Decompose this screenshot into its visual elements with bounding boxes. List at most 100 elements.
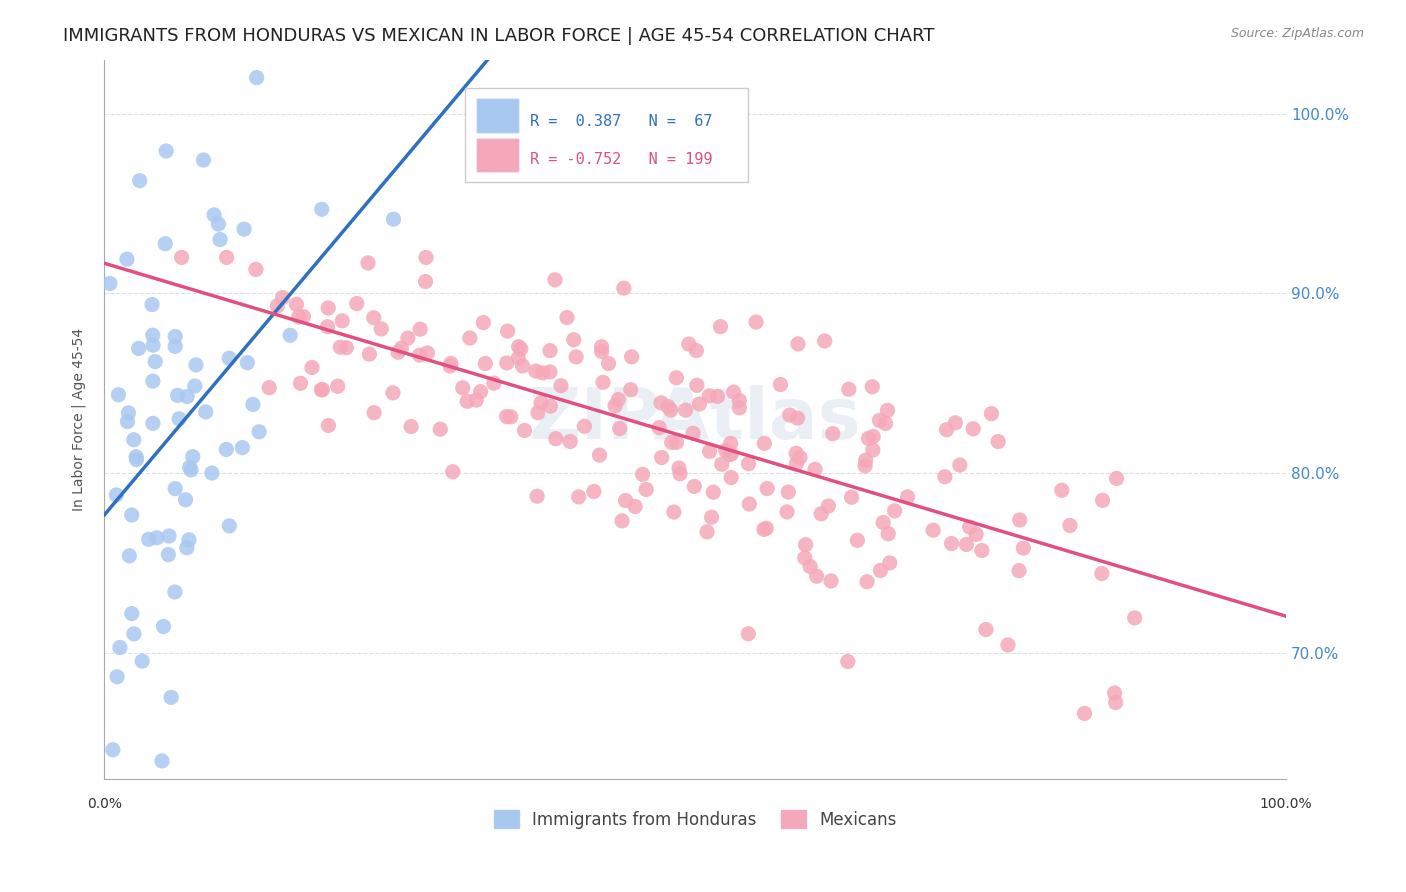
Point xyxy=(508,351,530,365)
Point xyxy=(346,296,368,310)
Point xyxy=(935,423,957,437)
Point xyxy=(472,316,495,330)
Point xyxy=(624,500,647,514)
Point xyxy=(997,638,1019,652)
Point xyxy=(591,340,613,354)
Point xyxy=(856,574,879,589)
Point xyxy=(160,690,183,705)
Point xyxy=(524,364,547,378)
Point xyxy=(613,281,636,295)
Point xyxy=(301,360,323,375)
Point xyxy=(544,273,567,287)
Point xyxy=(562,333,585,347)
Point xyxy=(872,516,894,530)
Text: R = -0.752   N = 199: R = -0.752 N = 199 xyxy=(530,152,713,167)
Point xyxy=(512,359,534,373)
Point xyxy=(458,331,481,345)
Point xyxy=(163,585,186,599)
Point xyxy=(382,385,405,400)
Point xyxy=(779,408,801,422)
Point xyxy=(201,466,224,480)
Point xyxy=(714,443,737,458)
Point xyxy=(720,447,742,461)
Point xyxy=(665,371,688,385)
Point xyxy=(451,381,474,395)
Point xyxy=(181,450,204,464)
Point xyxy=(876,403,898,417)
Point xyxy=(246,70,269,85)
Point xyxy=(363,310,385,325)
Point xyxy=(176,390,198,404)
Point xyxy=(965,527,987,541)
Point xyxy=(530,396,553,410)
Point xyxy=(527,406,550,420)
Point xyxy=(756,482,779,496)
Point xyxy=(565,350,588,364)
Point xyxy=(157,529,180,543)
Point xyxy=(636,483,658,497)
Point xyxy=(728,393,751,408)
Point xyxy=(582,484,605,499)
Point xyxy=(311,383,333,397)
Point xyxy=(838,382,860,396)
Point xyxy=(897,490,920,504)
Point xyxy=(122,433,145,447)
Point xyxy=(786,411,808,425)
Point xyxy=(382,212,405,227)
Point xyxy=(702,485,724,500)
Point xyxy=(513,424,536,438)
Point xyxy=(330,314,353,328)
Point xyxy=(215,442,238,457)
Point xyxy=(560,434,582,449)
Point xyxy=(697,389,720,403)
Text: R =  0.387   N =  67: R = 0.387 N = 67 xyxy=(530,113,713,128)
Point xyxy=(363,406,385,420)
Point xyxy=(710,457,733,471)
Text: ZIPAtlas: ZIPAtlas xyxy=(529,384,862,454)
Point xyxy=(810,507,832,521)
Point xyxy=(683,479,706,493)
Point xyxy=(550,378,572,392)
Point xyxy=(143,354,166,368)
Point xyxy=(682,426,704,441)
Point xyxy=(499,409,522,424)
Point xyxy=(853,458,876,473)
Point xyxy=(858,432,880,446)
Point xyxy=(785,457,807,471)
Point xyxy=(387,345,409,359)
FancyBboxPatch shape xyxy=(477,139,517,171)
Point xyxy=(439,359,461,373)
Point xyxy=(288,310,311,324)
Point xyxy=(1050,483,1073,498)
Point xyxy=(879,556,901,570)
Point xyxy=(121,508,143,522)
Point xyxy=(955,537,977,551)
Point xyxy=(949,458,972,472)
Point xyxy=(179,460,201,475)
Point xyxy=(326,379,349,393)
Point xyxy=(657,400,679,414)
Point xyxy=(218,351,240,366)
Point xyxy=(875,417,897,431)
Point xyxy=(941,536,963,550)
Point xyxy=(141,297,163,311)
Point xyxy=(817,499,839,513)
Point xyxy=(745,315,768,329)
Point xyxy=(987,434,1010,449)
Point xyxy=(167,411,190,425)
Point xyxy=(184,358,207,372)
Point xyxy=(429,422,451,436)
Point xyxy=(804,462,827,476)
Point xyxy=(115,252,138,267)
Point xyxy=(538,399,561,413)
Point xyxy=(408,348,430,362)
Point xyxy=(785,446,807,460)
Point xyxy=(1104,686,1126,700)
Point xyxy=(769,377,792,392)
Point xyxy=(202,208,225,222)
Point xyxy=(194,405,217,419)
Point xyxy=(335,341,357,355)
Point xyxy=(474,356,496,370)
Point xyxy=(122,627,145,641)
Point xyxy=(837,655,859,669)
